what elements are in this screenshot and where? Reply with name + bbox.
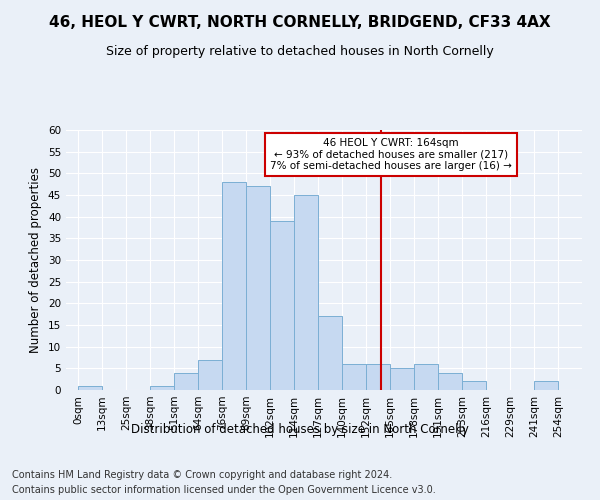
Bar	[462, 382, 486, 390]
Bar	[246, 186, 270, 390]
Bar	[222, 182, 246, 390]
Bar	[294, 195, 318, 390]
Bar	[342, 364, 366, 390]
Bar	[414, 364, 438, 390]
Bar	[318, 316, 342, 390]
Bar	[198, 360, 222, 390]
Bar	[366, 364, 390, 390]
Bar	[78, 386, 102, 390]
Text: 46, HEOL Y CWRT, NORTH CORNELLY, BRIDGEND, CF33 4AX: 46, HEOL Y CWRT, NORTH CORNELLY, BRIDGEN…	[49, 15, 551, 30]
Bar	[390, 368, 414, 390]
Text: Contains HM Land Registry data © Crown copyright and database right 2024.: Contains HM Land Registry data © Crown c…	[12, 470, 392, 480]
Bar	[438, 372, 462, 390]
Y-axis label: Number of detached properties: Number of detached properties	[29, 167, 43, 353]
Bar	[270, 221, 294, 390]
Bar	[174, 372, 198, 390]
Text: Contains public sector information licensed under the Open Government Licence v3: Contains public sector information licen…	[12, 485, 436, 495]
Bar	[534, 382, 558, 390]
Text: Distribution of detached houses by size in North Cornelly: Distribution of detached houses by size …	[131, 422, 469, 436]
Text: Size of property relative to detached houses in North Cornelly: Size of property relative to detached ho…	[106, 45, 494, 58]
Bar	[150, 386, 174, 390]
Text: 46 HEOL Y CWRT: 164sqm
← 93% of detached houses are smaller (217)
7% of semi-det: 46 HEOL Y CWRT: 164sqm ← 93% of detached…	[270, 138, 512, 171]
